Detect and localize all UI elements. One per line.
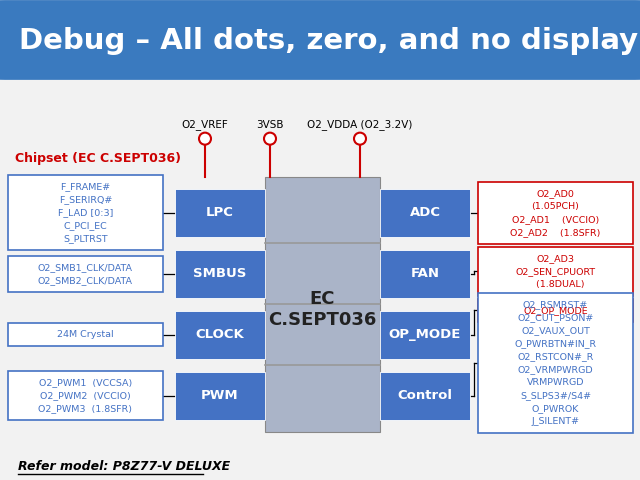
- Bar: [265, 177, 380, 432]
- Text: Control: Control: [397, 389, 452, 402]
- Text: (1.8DUAL): (1.8DUAL): [527, 280, 584, 289]
- FancyBboxPatch shape: [0, 1, 640, 79]
- Text: O2_PWM1  (VCCSA): O2_PWM1 (VCCSA): [39, 378, 132, 387]
- Bar: [478, 299, 633, 322]
- Text: F_SERIRQ#: F_SERIRQ#: [59, 195, 112, 204]
- Text: FAN: FAN: [410, 267, 440, 280]
- Text: S_SLPS3#/S4#: S_SLPS3#/S4#: [520, 391, 591, 400]
- Text: CLOCK: CLOCK: [196, 328, 244, 341]
- Text: O2_AD3: O2_AD3: [536, 254, 575, 263]
- Text: S_PLTRST: S_PLTRST: [63, 234, 108, 243]
- Text: O2_PWM3  (1.8SFR): O2_PWM3 (1.8SFR): [38, 405, 132, 413]
- Bar: [175, 311, 265, 359]
- Text: LPC: LPC: [206, 206, 234, 219]
- Bar: [8, 372, 163, 420]
- Text: VRMPWRGD: VRMPWRGD: [527, 378, 584, 387]
- Text: O2_VRMPWRGD: O2_VRMPWRGD: [518, 365, 593, 374]
- Text: ADC: ADC: [410, 206, 440, 219]
- Text: F_FRAME#: F_FRAME#: [60, 182, 111, 191]
- Text: J_SILENT#: J_SILENT#: [531, 417, 580, 426]
- Text: SMBUS: SMBUS: [193, 267, 246, 280]
- Bar: [8, 324, 163, 347]
- Text: (1.05PCH): (1.05PCH): [532, 202, 579, 211]
- Text: O2_AD0: O2_AD0: [536, 189, 575, 198]
- Text: OP_MODE: OP_MODE: [389, 328, 461, 341]
- Text: Chipset (EC C.SEPT036): Chipset (EC C.SEPT036): [15, 152, 181, 165]
- Circle shape: [354, 132, 366, 144]
- Text: PWM: PWM: [201, 389, 239, 402]
- Text: F_LAD [0:3]: F_LAD [0:3]: [58, 208, 113, 217]
- Text: O2_SEN_CPUORT: O2_SEN_CPUORT: [515, 267, 596, 276]
- Text: O2_SMB1_CLK/DATA: O2_SMB1_CLK/DATA: [38, 263, 133, 272]
- Text: O2_VAUX_OUT: O2_VAUX_OUT: [521, 326, 590, 335]
- Text: O2_SMB2_CLK/DATA: O2_SMB2_CLK/DATA: [38, 276, 133, 285]
- Bar: [380, 311, 470, 359]
- Text: O_PWROK: O_PWROK: [532, 404, 579, 413]
- Text: O_PWRBTN#IN_R: O_PWRBTN#IN_R: [515, 339, 596, 348]
- Bar: [380, 189, 470, 237]
- Text: EC
C.SEPT036: EC C.SEPT036: [268, 290, 377, 329]
- Text: O2_RSMRST#: O2_RSMRST#: [523, 300, 588, 309]
- Bar: [175, 189, 265, 237]
- Bar: [175, 372, 265, 420]
- Text: O2_AD2    (1.8SFR): O2_AD2 (1.8SFR): [510, 228, 601, 237]
- Text: O2_OP_MODE: O2_OP_MODE: [523, 306, 588, 315]
- Bar: [478, 293, 633, 433]
- Text: O2_VDDA (O2_3.2V): O2_VDDA (O2_3.2V): [307, 119, 413, 130]
- Text: 24M Crystal: 24M Crystal: [57, 330, 114, 339]
- Text: O2_CUT_PSON#: O2_CUT_PSON#: [517, 313, 594, 322]
- Text: C_PCI_EC: C_PCI_EC: [63, 221, 108, 230]
- Text: Debug – All dots, zero, and no display: Debug – All dots, zero, and no display: [19, 27, 638, 55]
- Bar: [175, 250, 265, 298]
- Bar: [8, 175, 163, 250]
- Bar: [478, 247, 633, 296]
- Text: 3VSB: 3VSB: [256, 120, 284, 130]
- Circle shape: [264, 132, 276, 144]
- Bar: [380, 250, 470, 298]
- Text: O2_VREF: O2_VREF: [182, 119, 228, 130]
- Bar: [478, 182, 633, 244]
- Text: Refer model: P8Z77-V DELUXE: Refer model: P8Z77-V DELUXE: [18, 460, 230, 473]
- Text: O2_RSTCON#_R: O2_RSTCON#_R: [517, 352, 594, 361]
- Text: O2_AD1    (VCCIO): O2_AD1 (VCCIO): [512, 215, 599, 224]
- Bar: [8, 256, 163, 292]
- Text: O2_PWM2  (VCCIO): O2_PWM2 (VCCIO): [40, 391, 131, 400]
- Bar: [380, 372, 470, 420]
- Circle shape: [199, 132, 211, 144]
